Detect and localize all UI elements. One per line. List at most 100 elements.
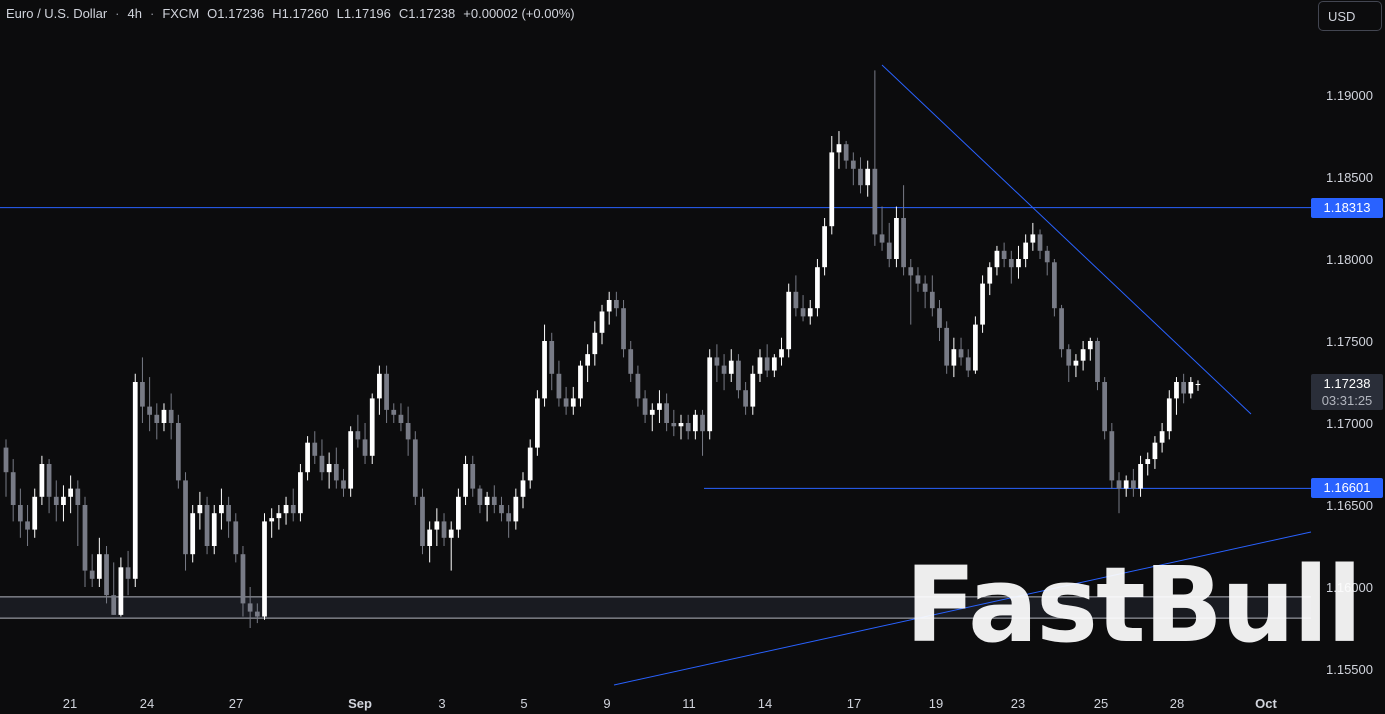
candle [721, 354, 727, 391]
candle [793, 275, 799, 317]
candle-body [219, 505, 224, 514]
candle-body [470, 464, 476, 489]
candle [736, 354, 741, 399]
candle [161, 403, 167, 432]
candle-body [104, 554, 109, 596]
candle-body [606, 300, 612, 312]
candle [420, 488, 425, 555]
candle-body [1059, 308, 1064, 350]
time-tick-label: 24 [140, 696, 154, 711]
time-axis[interactable]: 21 24 27 Sep 3 5 9 11 14 17 19 23 25 28 Oct [63, 696, 1278, 711]
candle-body [570, 398, 576, 407]
candle [843, 140, 849, 169]
candle-body [649, 409, 655, 415]
candle [1195, 380, 1201, 391]
candle-body [61, 496, 66, 505]
candle-body [1174, 382, 1179, 399]
candle-body [1131, 480, 1136, 489]
candle [240, 546, 246, 617]
candle-body [1087, 341, 1093, 350]
candle [32, 488, 38, 538]
candle [1166, 390, 1172, 440]
candle [628, 341, 634, 382]
candle [779, 337, 784, 366]
candle [276, 505, 282, 530]
ascending-trendline[interactable] [613, 531, 1312, 686]
candle-body [764, 357, 770, 371]
zone-fill [0, 596, 1311, 619]
candle-body [707, 357, 713, 432]
candle [635, 365, 641, 407]
candle [341, 468, 346, 497]
candle-body [1044, 250, 1050, 263]
candle-body [822, 226, 827, 268]
candle [283, 496, 289, 525]
candle [17, 488, 23, 538]
candle [132, 373, 138, 587]
candle [657, 390, 662, 423]
candle [994, 245, 1000, 276]
candle [771, 354, 777, 378]
candle-body [1123, 480, 1129, 489]
candle-body [692, 414, 698, 432]
candle-body [484, 496, 490, 505]
candle-body [10, 472, 16, 505]
separator: · [149, 6, 155, 21]
candle-body [872, 168, 878, 235]
candle-body [32, 496, 38, 530]
candle-body [721, 365, 727, 374]
candle-body [657, 403, 662, 410]
candle [470, 455, 476, 497]
candle [499, 496, 504, 522]
interval-label[interactable]: 4h [127, 6, 142, 21]
fastbull-logo-watermark: FastBull [905, 544, 1362, 666]
candle-body [1080, 349, 1086, 361]
candle-body [1073, 360, 1079, 366]
separator: · [115, 6, 120, 21]
candle [96, 537, 102, 587]
candle [82, 496, 88, 587]
candle [1008, 250, 1014, 284]
candle-body [958, 349, 964, 358]
candle [290, 488, 296, 522]
candle-body [879, 234, 885, 243]
candle-body [973, 324, 978, 371]
candle-body [678, 423, 684, 427]
support-zone[interactable] [0, 596, 1311, 619]
candle [262, 513, 267, 620]
candle-body [779, 349, 784, 358]
candle-body [1030, 234, 1036, 243]
candle-body [829, 152, 835, 227]
price-tick-label: 1.19000 [1326, 88, 1373, 103]
candle-body [535, 398, 540, 448]
candle [750, 365, 756, 415]
price-axis[interactable]: 1.19000 1.18500 1.18000 1.17500 1.17000 1.165… [1326, 88, 1373, 677]
candle-body [1016, 259, 1021, 268]
currency-button[interactable]: USD [1318, 1, 1382, 31]
candle-body [513, 496, 519, 522]
candle [613, 291, 619, 317]
symbol-name[interactable]: Euro / U.S. Dollar [6, 6, 108, 21]
candle [491, 485, 497, 514]
candle [757, 349, 763, 382]
candle [944, 321, 950, 374]
candle-body [355, 431, 361, 440]
candle [25, 505, 30, 546]
price-tick-label: 1.17000 [1326, 416, 1373, 431]
candle [398, 403, 404, 432]
candle-body [793, 291, 799, 309]
candle-body [549, 341, 555, 374]
candle [728, 349, 734, 382]
candle [484, 491, 490, 522]
candle [1030, 222, 1036, 251]
time-tick-label: 28 [1170, 696, 1184, 711]
candle [1159, 423, 1165, 453]
candle [685, 414, 691, 440]
time-tick-label: 11 [682, 696, 696, 711]
candle-body [456, 496, 461, 530]
candle-body [175, 423, 181, 481]
candle [10, 459, 16, 522]
descending-trendline[interactable] [881, 64, 1252, 415]
candle [764, 344, 770, 378]
